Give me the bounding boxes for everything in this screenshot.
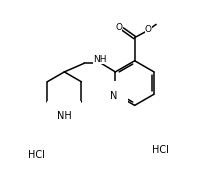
Text: HCl: HCl (152, 145, 169, 155)
Text: O: O (145, 25, 151, 34)
Text: HCl: HCl (28, 150, 45, 160)
Text: NH: NH (57, 111, 72, 121)
Text: O: O (115, 23, 122, 32)
Text: N: N (111, 91, 118, 101)
Text: NH: NH (93, 55, 106, 64)
